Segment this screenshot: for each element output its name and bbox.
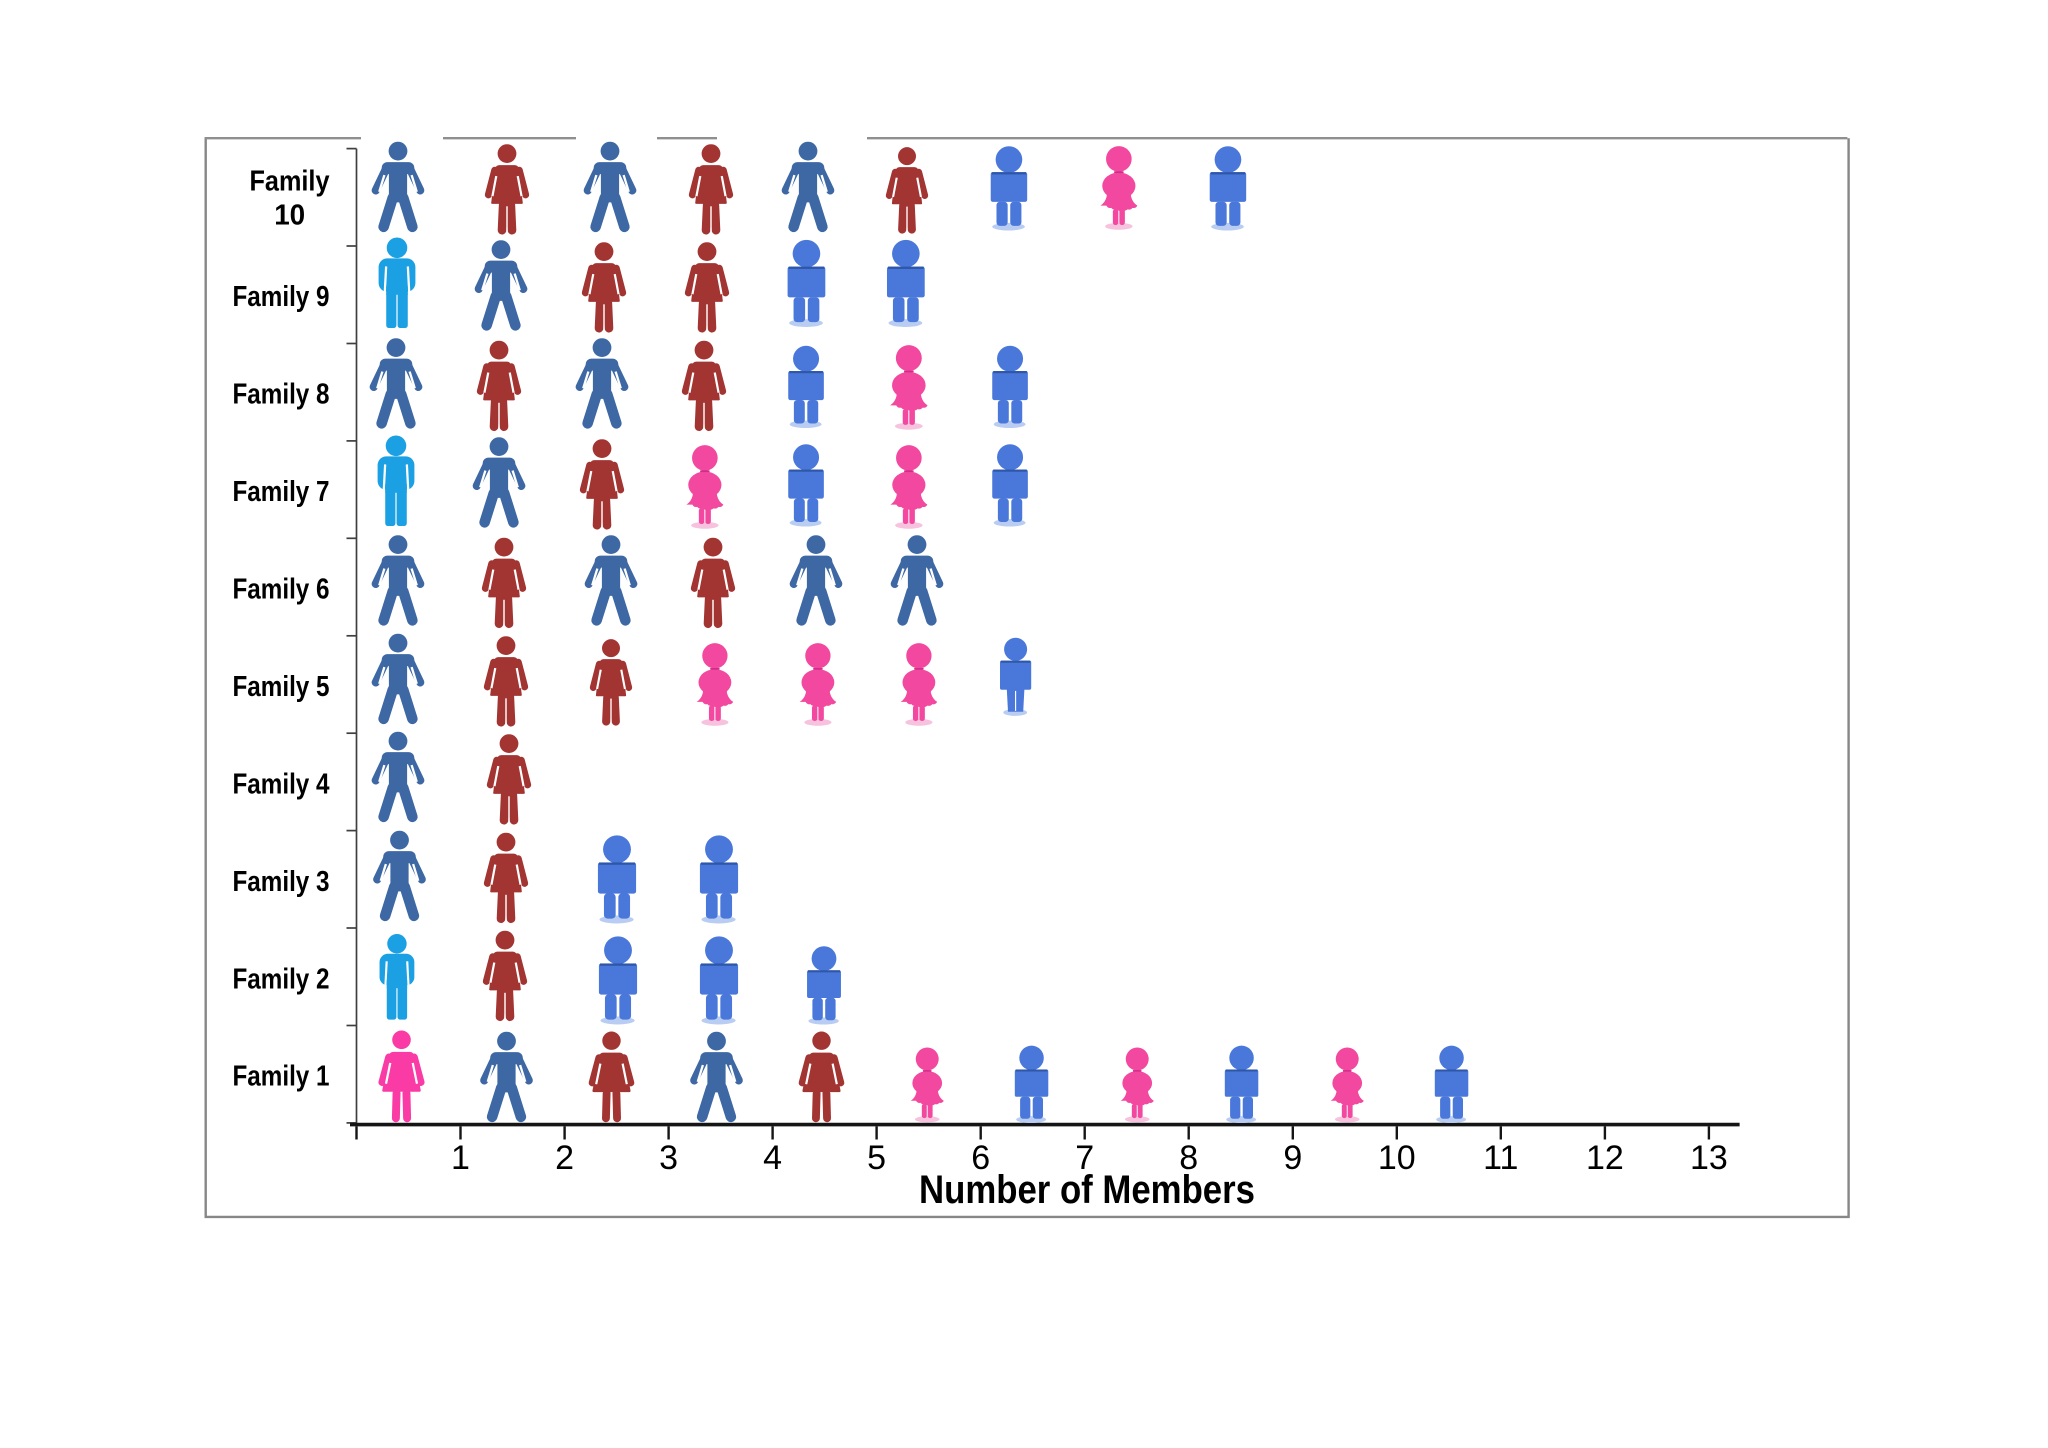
svg-text:10: 10 [274,199,305,231]
svg-text:9: 9 [1283,1139,1302,1177]
svg-text:Number of Members: Number of Members [919,1168,1255,1212]
svg-text:Family 3: Family 3 [233,866,330,898]
svg-text:Family 5: Family 5 [233,671,330,703]
svg-text:Family 8: Family 8 [233,379,330,411]
svg-text:12: 12 [1586,1139,1624,1177]
svg-text:1: 1 [451,1139,470,1177]
svg-text:Family 7: Family 7 [233,476,330,508]
svg-text:Family 6: Family 6 [233,574,330,606]
svg-text:Family: Family [250,166,330,198]
svg-text:8: 8 [1179,1139,1198,1177]
svg-text:3: 3 [659,1139,678,1177]
svg-text:Family 2: Family 2 [233,963,330,995]
svg-text:Family 4: Family 4 [233,768,330,800]
svg-text:Family 9: Family 9 [233,281,330,313]
svg-text:2: 2 [555,1139,574,1177]
svg-text:11: 11 [1483,1139,1518,1177]
svg-text:5: 5 [867,1139,886,1177]
svg-text:13: 13 [1690,1139,1728,1177]
svg-text:7: 7 [1075,1139,1094,1177]
svg-text:10: 10 [1378,1139,1416,1177]
svg-text:Family 1: Family 1 [233,1061,330,1093]
svg-text:6: 6 [971,1139,990,1177]
svg-text:4: 4 [763,1139,782,1177]
